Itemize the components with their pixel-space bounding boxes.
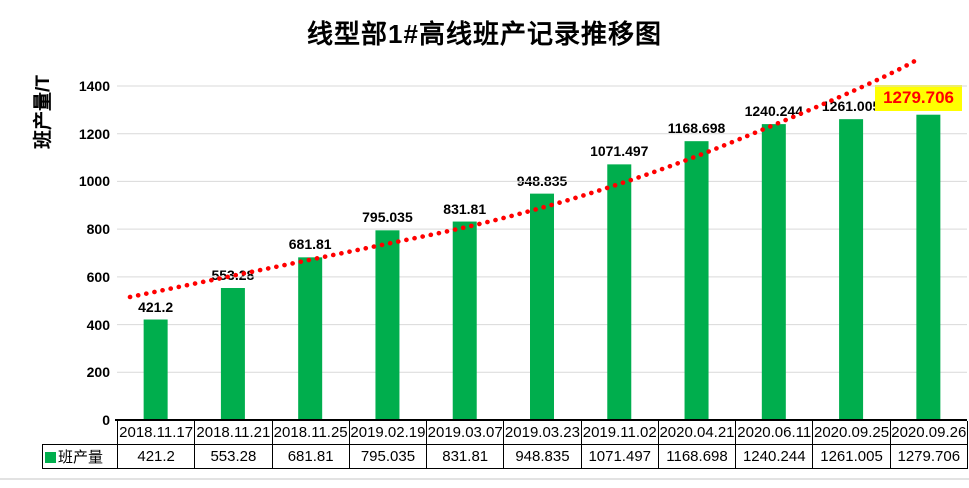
bar: [761, 124, 786, 420]
value-cell: 1261.005: [812, 444, 891, 469]
bar: [298, 257, 323, 420]
bar: [916, 114, 941, 420]
date-cell: 2019.02.19: [348, 421, 428, 445]
value-cell: 1168.698: [657, 444, 737, 469]
bar: [452, 221, 477, 420]
chart-title: 线型部1#高线班产记录推移图: [307, 19, 662, 49]
y-tick-label: 800: [86, 221, 110, 238]
date-cell: 2020.06.11: [735, 421, 814, 445]
bar-value-label: 831.81: [443, 200, 487, 217]
legend-cell: 班产量: [42, 444, 118, 469]
value-cell: 421.2: [116, 444, 196, 469]
bar: [530, 193, 554, 420]
date-cell: 2018.11.21: [194, 421, 273, 445]
value-cell: 948.835: [503, 444, 582, 469]
table-spacer-cell: [43, 421, 118, 445]
highlighted-bar-value-label: 1279.706: [875, 84, 962, 111]
value-cell: 1279.706: [889, 444, 968, 469]
legend-label: 班产量: [58, 449, 104, 466]
value-cell: 795.035: [348, 444, 428, 469]
bar-value-label: 553.28: [211, 267, 255, 283]
y-tick-label: 1000: [78, 173, 110, 190]
value-cell: 681.81: [271, 444, 350, 469]
legend-square-icon: [45, 452, 56, 463]
bar-value-label: 421.2: [138, 298, 174, 315]
value-cell: 553.28: [194, 444, 273, 469]
table-values-row: 班产量 421.2 553.28 681.81 795.035 831.81 948.83…: [42, 444, 968, 469]
date-cell: 2020.04.21: [657, 421, 737, 445]
bar: [375, 230, 400, 420]
y-tick-label: 600: [86, 268, 110, 285]
date-cell: 2019.11.02: [580, 421, 659, 445]
y-tick-label: 0: [102, 412, 110, 428]
y-tick-label: 1200: [78, 125, 110, 142]
value-cell: 1240.244: [735, 444, 814, 469]
bar: [684, 141, 709, 420]
y-tick-label: 1400: [78, 78, 110, 94]
date-cell: 2020.09.25: [812, 421, 891, 445]
date-cell: 2018.11.25: [271, 421, 350, 445]
date-cell: 2018.11.17: [116, 421, 196, 445]
bar-value-label: 1168.698: [667, 120, 726, 137]
y-tick-label: 200: [86, 364, 110, 381]
bottom-divider: [0, 478, 969, 480]
data-table: 2018.11.17 2018.11.21 2018.11.25 2019.02.19…: [42, 421, 968, 469]
bar: [143, 319, 168, 420]
bar-value-label: 948.835: [516, 172, 568, 189]
bar: [220, 288, 245, 420]
value-cell: 831.81: [426, 444, 505, 469]
value-cell: 1071.497: [580, 444, 659, 469]
bar: [839, 119, 864, 421]
bar: [607, 164, 632, 420]
date-cell: 2019.03.23: [503, 421, 582, 445]
y-axis-title: 班产量/T: [33, 75, 54, 149]
bar-value-label: 681.81: [288, 236, 332, 253]
table-dates-row: 2018.11.17 2018.11.21 2018.11.25 2019.02.19…: [43, 421, 968, 445]
date-cell: 2020.09.26: [889, 421, 968, 445]
bar-value-label: 1071.497: [590, 143, 649, 160]
date-cell: 2019.03.07: [426, 421, 505, 445]
gridlines: [117, 85, 967, 373]
y-tick-label: 400: [86, 316, 110, 333]
